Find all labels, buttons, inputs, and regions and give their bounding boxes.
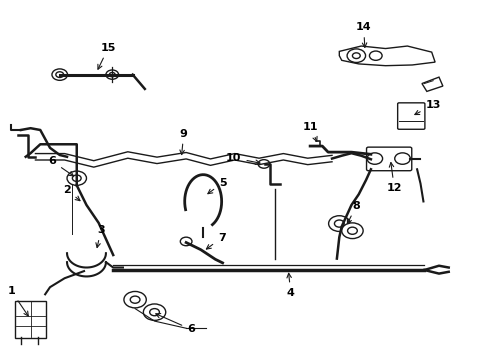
Text: 6: 6: [156, 314, 195, 334]
Circle shape: [67, 171, 86, 185]
Text: 12: 12: [386, 163, 401, 193]
Circle shape: [149, 309, 159, 316]
Text: 15: 15: [98, 43, 116, 69]
Polygon shape: [339, 46, 434, 66]
Circle shape: [366, 153, 382, 164]
Circle shape: [346, 49, 365, 63]
Text: 10: 10: [225, 153, 260, 165]
Circle shape: [341, 223, 363, 239]
FancyBboxPatch shape: [397, 103, 424, 129]
Circle shape: [258, 159, 269, 168]
Text: 2: 2: [63, 185, 80, 201]
Text: 11: 11: [302, 122, 318, 141]
FancyBboxPatch shape: [15, 301, 46, 338]
Circle shape: [352, 53, 360, 59]
Text: 9: 9: [180, 129, 187, 154]
FancyBboxPatch shape: [366, 147, 411, 171]
Circle shape: [52, 69, 67, 80]
Circle shape: [109, 72, 115, 77]
Text: 6: 6: [48, 157, 73, 176]
Circle shape: [130, 296, 140, 303]
Circle shape: [106, 70, 118, 79]
Circle shape: [394, 153, 409, 164]
Polygon shape: [421, 77, 442, 91]
Text: 3: 3: [96, 225, 104, 248]
Text: 5: 5: [207, 178, 226, 194]
Circle shape: [369, 51, 381, 60]
Text: 4: 4: [286, 273, 294, 297]
Circle shape: [143, 304, 165, 320]
Text: 13: 13: [414, 100, 440, 114]
Circle shape: [72, 175, 81, 181]
Text: 7: 7: [206, 233, 225, 249]
Text: 1: 1: [7, 286, 28, 316]
Circle shape: [328, 216, 349, 231]
Circle shape: [334, 220, 344, 227]
Text: 8: 8: [346, 201, 360, 224]
Circle shape: [123, 292, 146, 308]
Circle shape: [56, 72, 63, 77]
Text: 14: 14: [355, 22, 371, 48]
Circle shape: [180, 237, 192, 246]
Circle shape: [347, 227, 357, 234]
